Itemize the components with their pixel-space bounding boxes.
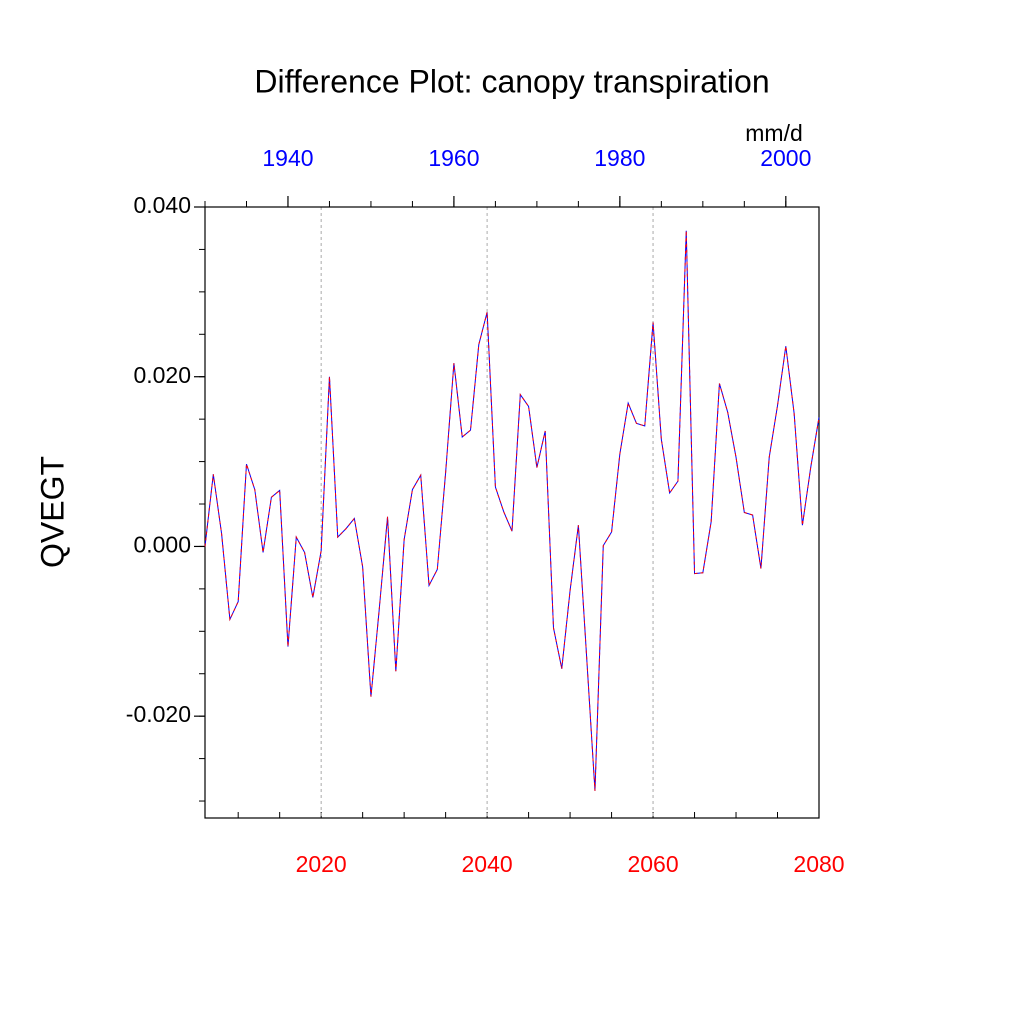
y-axis-label: QVEGT — [34, 456, 70, 568]
data-line — [204, 230, 820, 791]
top-x-tick-label: 1960 — [428, 145, 479, 171]
x-tick-label: 2080 — [793, 851, 844, 877]
y-tick-label: -0.020 — [126, 701, 191, 727]
plot-frame — [204, 206, 820, 819]
x-tick-label: 2020 — [296, 851, 347, 877]
y-tick-label: 0.000 — [133, 532, 191, 558]
top-x-tick-label: 1940 — [262, 145, 313, 171]
y-tick-label: 0.040 — [133, 192, 191, 218]
x-tick-label: 2060 — [627, 851, 678, 877]
top-x-tick-label: 1980 — [594, 145, 645, 171]
top-x-tick-label: 2000 — [760, 145, 811, 171]
units-label: mm/d — [745, 120, 803, 146]
x-tick-label: 2040 — [462, 851, 513, 877]
chart-title: Difference Plot: canopy transpiration — [254, 63, 769, 99]
y-tick-label: 0.020 — [133, 362, 191, 388]
data-line-dashed — [204, 230, 820, 791]
